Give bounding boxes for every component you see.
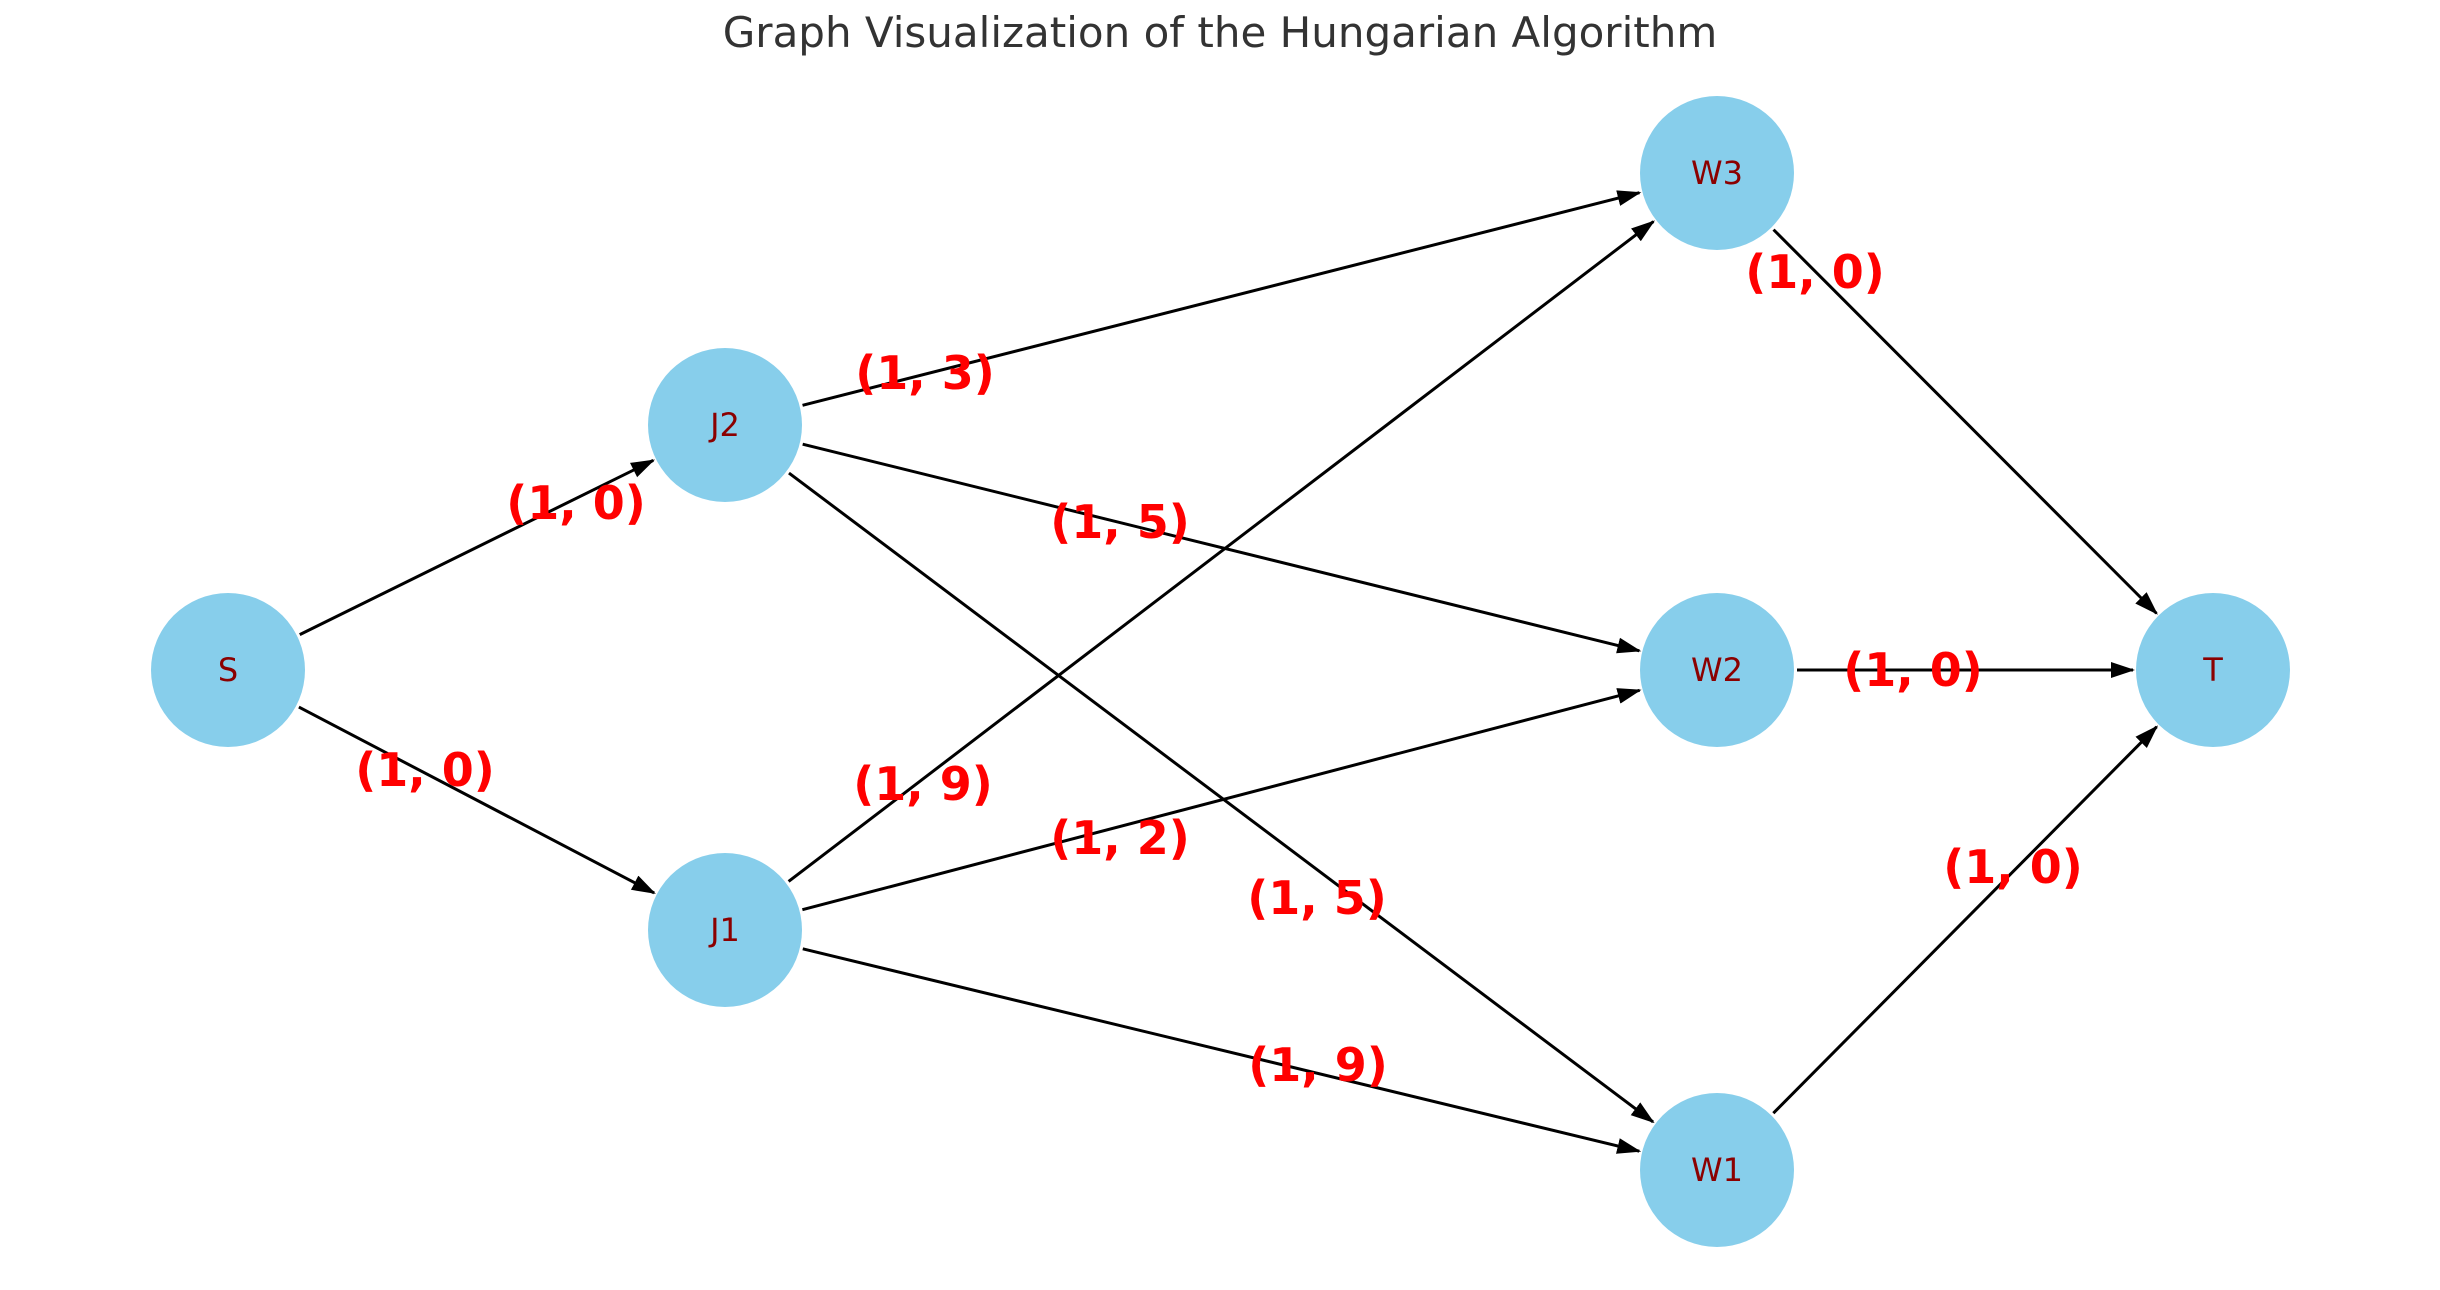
edge-label-J1-W3: (1, 9) [853,757,993,811]
edge-label-J2-W1: (1, 5) [1247,871,1387,925]
node-label-T: T [2202,651,2223,689]
node-W1 [1640,1093,1794,1247]
node-T [2136,593,2290,747]
edge-label-J1-W2: (1, 2) [1050,811,1190,865]
edge-labels-layer: (1, 0) (1, 0) (1, 3) (1, 5) (1, 5) (1, 9) (1, … [355,245,2083,1092]
edge-J2-W2 [802,442,1642,654]
edge-label-W1-T: (1, 0) [1943,840,2083,894]
node-label-W3: W3 [1691,154,1743,192]
node-label-W1: W1 [1691,1151,1743,1189]
node-label-J2: J2 [708,406,740,444]
chart-title: Graph Visualization of the Hungarian Alg… [722,8,1718,57]
node-label-W2: W2 [1691,651,1743,689]
edge-label-W2-T: (1, 0) [1843,643,1983,697]
edge-S-J1 [298,705,656,895]
edge-label-J1-W1: (1, 9) [1248,1038,1388,1092]
edge-J2-W1 [788,471,1655,1124]
edge-label-W3-T: (1, 0) [1745,245,1885,299]
node-W2 [1640,593,1794,747]
edge-J2-W3 [802,190,1642,407]
edge-label-J2-W2: (1, 5) [1050,495,1190,549]
edge-label-J2-W3: (1, 3) [855,346,995,400]
edge-J1-W1 [802,947,1642,1154]
edge-label-S-J2: (1, 0) [506,476,646,530]
node-J1 [648,853,802,1007]
edge-J1-W3 [787,220,1655,883]
edge-W3-T [1772,228,2158,615]
node-W3 [1640,96,1794,250]
node-J2 [648,348,802,502]
edges-layer [298,190,2159,1154]
edge-S-J2 [299,459,656,636]
nodes-layer: S J2 J1 W3 W2 W1 T [151,96,2290,1247]
edge-W1-T [1772,725,2159,1115]
node-label-J1: J1 [708,911,740,949]
node-S [151,593,305,747]
node-label-S: S [218,651,238,689]
edge-J1-W2 [802,688,1642,912]
edge-label-S-J1: (1, 0) [355,743,495,797]
